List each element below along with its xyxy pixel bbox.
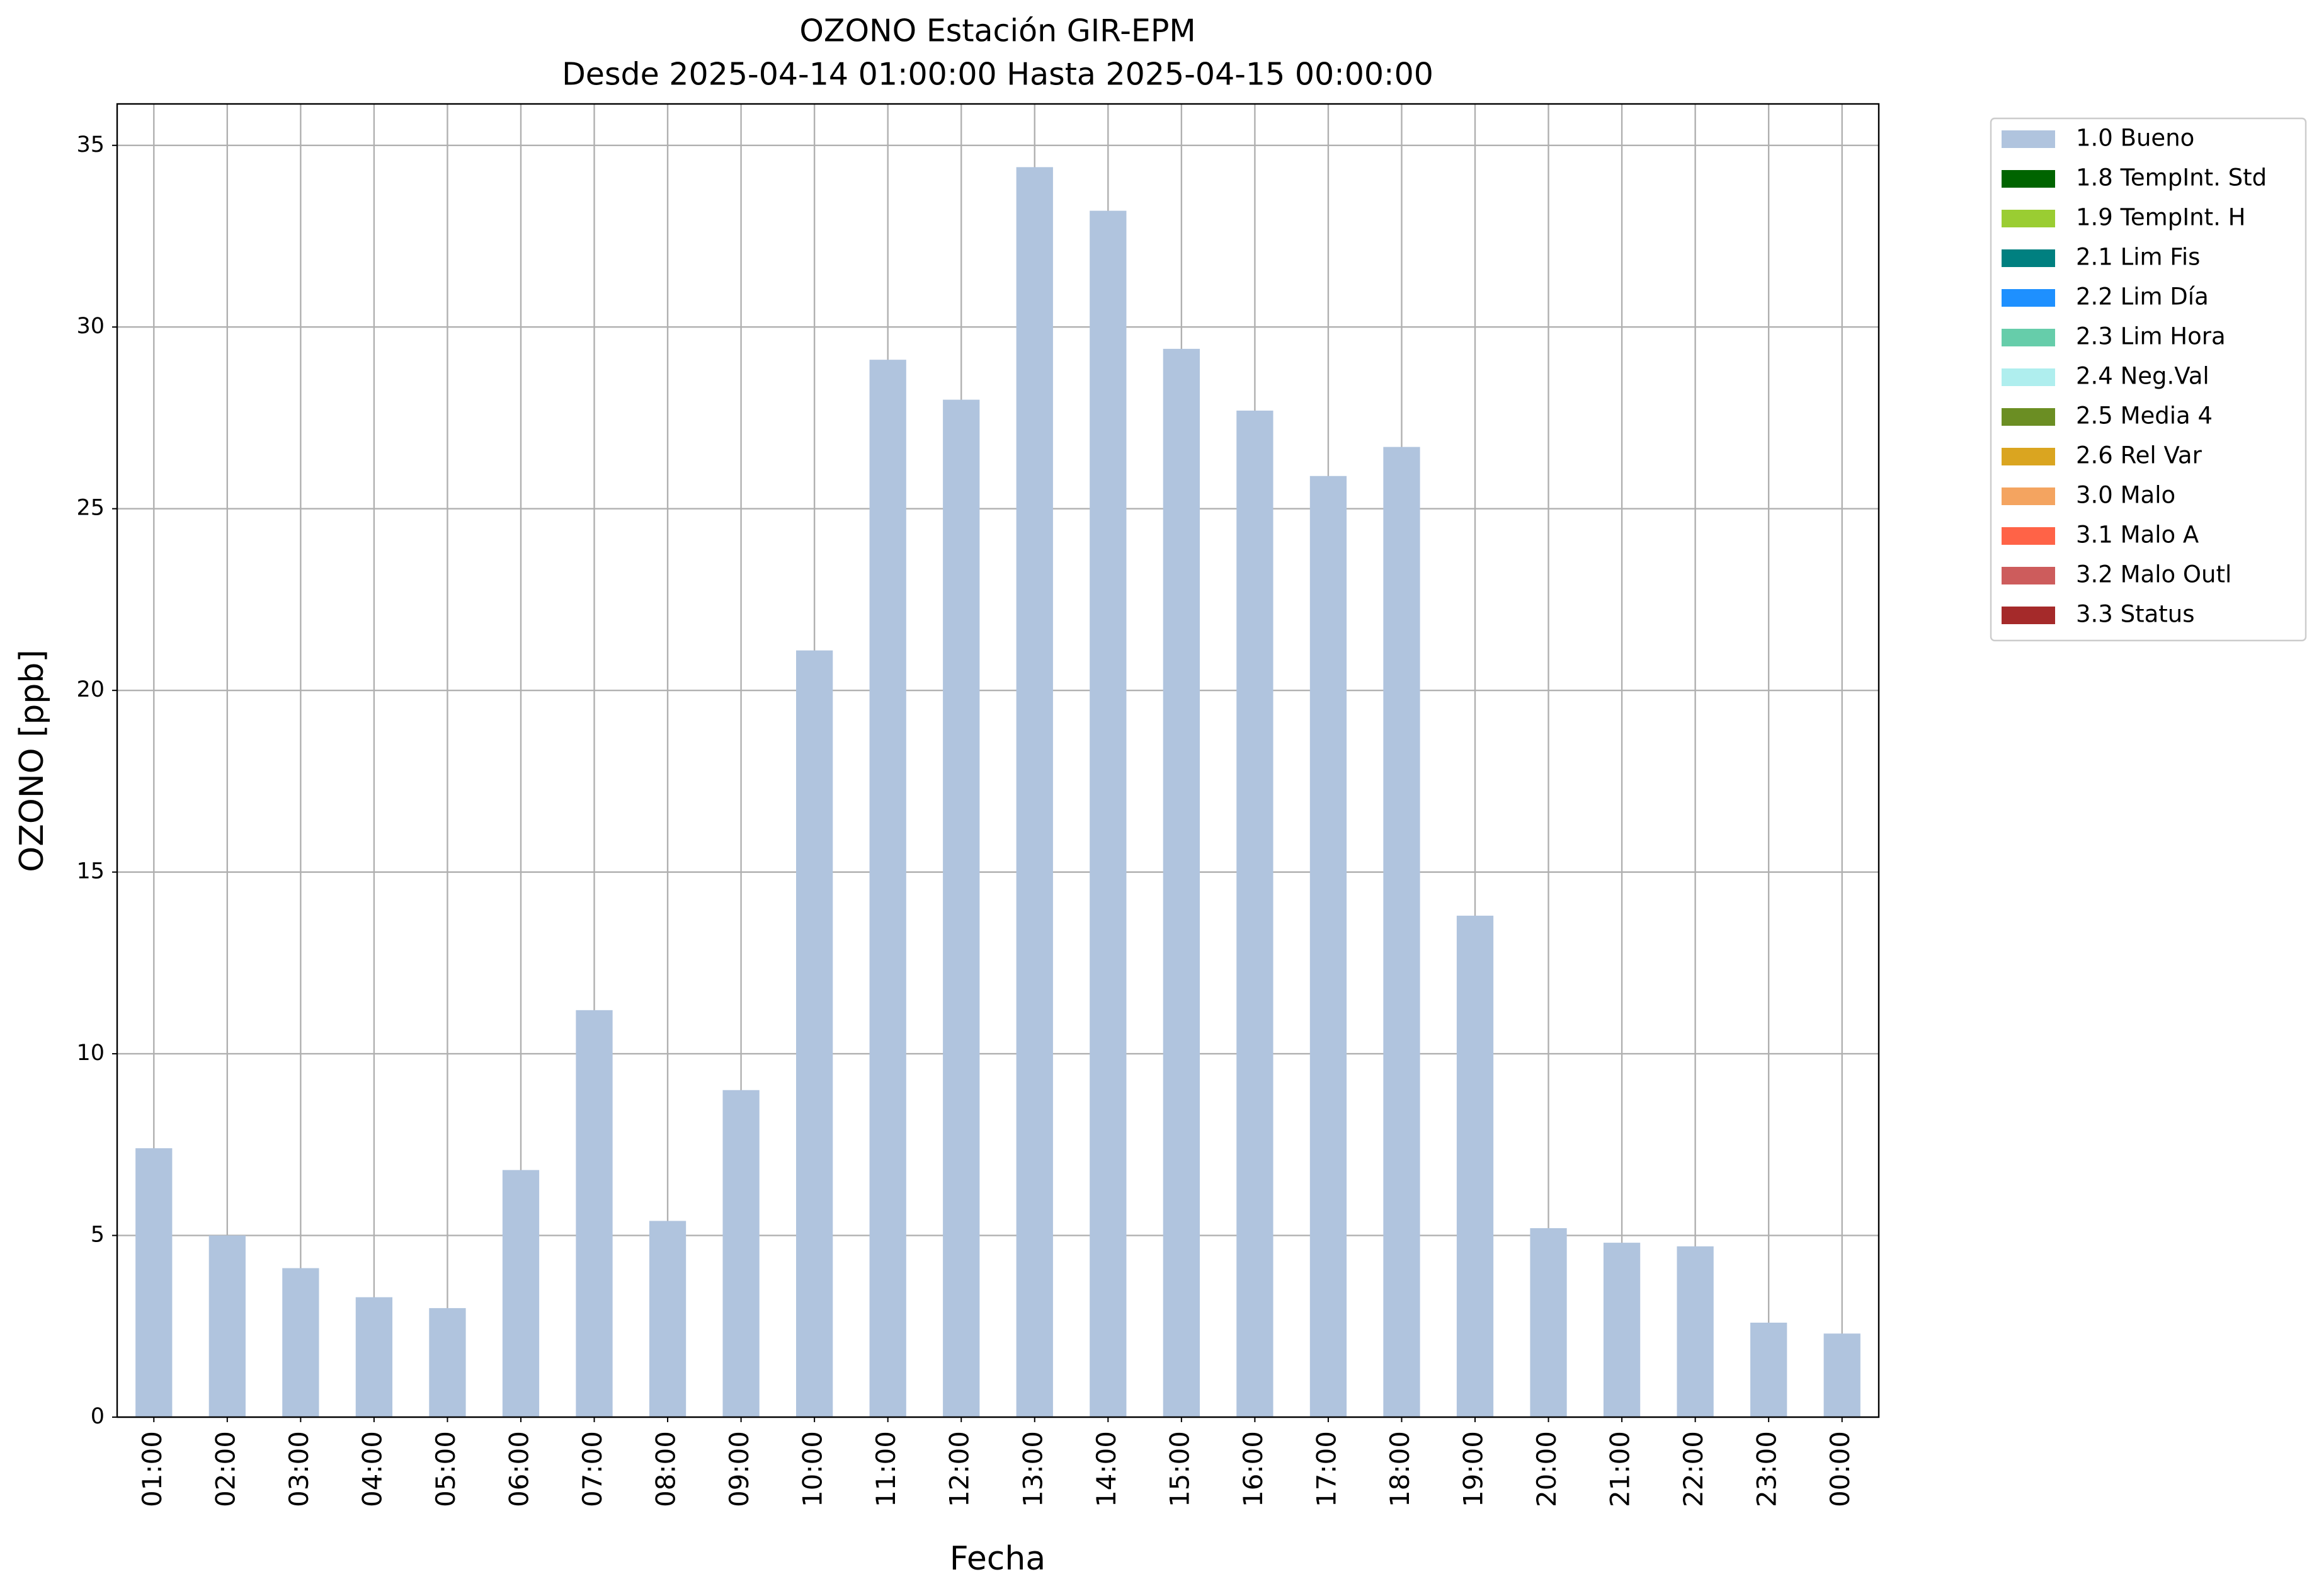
x-tick-label: 18:00 [1384, 1431, 1415, 1507]
bar [649, 1221, 687, 1417]
bar [1603, 1243, 1641, 1417]
x-axis-label: Fecha [950, 1540, 1046, 1578]
bar [429, 1308, 466, 1417]
bar [1383, 447, 1420, 1417]
legend-swatch [2002, 170, 2055, 188]
y-tick-label: 10 [76, 1040, 105, 1066]
bar [355, 1297, 393, 1417]
legend-label: 3.3 Status [2076, 601, 2195, 628]
x-tick-label: 01:00 [137, 1431, 168, 1507]
legend-swatch [2002, 567, 2055, 584]
bar [1090, 210, 1127, 1418]
y-tick-label: 5 [91, 1223, 105, 1248]
legend-swatch [2002, 607, 2055, 624]
legend-label: 2.1 Lim Fis [2076, 244, 2200, 271]
legend-label: 1.0 Bueno [2076, 125, 2194, 152]
legend-label: 3.1 Malo A [2076, 522, 2199, 549]
legend: 1.0 Bueno 1.8 TempInt. Std 1.9 TempInt. H 2… [1990, 117, 2307, 642]
bar [502, 1170, 540, 1417]
y-tick-label: 30 [76, 314, 105, 339]
bar [1016, 167, 1053, 1417]
legend-swatch [2002, 289, 2055, 307]
x-tick-label: 22:00 [1678, 1431, 1709, 1507]
x-tick-label: 10:00 [797, 1431, 828, 1507]
bar [943, 399, 980, 1417]
x-tick-label: 17:00 [1311, 1431, 1342, 1507]
legend-swatch [2002, 249, 2055, 267]
legend-label: 2.4 Neg.Val [2076, 363, 2209, 390]
y-tick-label: 25 [76, 496, 105, 521]
x-tick-label: 13:00 [1017, 1431, 1048, 1507]
x-tick-label: 11:00 [870, 1431, 901, 1507]
x-tick-label: 06:00 [503, 1431, 534, 1507]
x-tick-label: 00:00 [1825, 1431, 1855, 1507]
legend-label: 3.2 Malo Outl [2076, 561, 2231, 588]
bar [1163, 348, 1200, 1417]
bar [208, 1235, 246, 1417]
x-tick-label: 15:00 [1164, 1431, 1195, 1507]
y-axis-label: OZONO [ppb] [13, 649, 51, 872]
x-tick-label: 14:00 [1091, 1431, 1122, 1507]
bar [1677, 1246, 1714, 1417]
x-tick-label: 02:00 [210, 1431, 241, 1507]
legend-box [1990, 117, 2307, 642]
bar [576, 1010, 613, 1417]
legend-label: 3.0 Malo [2076, 482, 2175, 509]
x-tick-label: 21:00 [1605, 1431, 1636, 1507]
bar [1750, 1323, 1787, 1417]
legend-label: 2.2 Lim Día [2076, 283, 2209, 311]
legend-swatch [2002, 368, 2055, 386]
legend-swatch [2002, 210, 2055, 227]
legend-label: 1.8 TempInt. Std [2076, 164, 2267, 191]
x-tick-label: 20:00 [1531, 1431, 1562, 1507]
grid [117, 104, 1879, 1418]
y-tick-label: 15 [76, 859, 105, 884]
x-tick-label: 23:00 [1752, 1431, 1782, 1507]
bar [796, 650, 833, 1417]
bar [1309, 476, 1347, 1417]
bar [722, 1090, 760, 1417]
legend-swatch [2002, 329, 2055, 346]
bar [135, 1148, 173, 1417]
x-tick-label: 03:00 [283, 1431, 314, 1507]
legend-swatch [2002, 130, 2055, 148]
bar [1530, 1228, 1567, 1417]
legend-swatch [2002, 408, 2055, 426]
y-tick-label: 0 [91, 1404, 105, 1429]
x-tick-label: 12:00 [944, 1431, 975, 1507]
x-tick-label: 04:00 [356, 1431, 387, 1507]
legend-label: 2.5 Media 4 [2076, 402, 2213, 430]
bar [1823, 1333, 1860, 1417]
bar [1236, 410, 1273, 1417]
bar [869, 360, 906, 1418]
legend-swatch [2002, 487, 2055, 505]
bars [135, 167, 1860, 1418]
legend-label: 2.6 Rel Var [2076, 442, 2202, 469]
x-tick-label: 07:00 [577, 1431, 608, 1507]
legend-swatch [2002, 527, 2055, 545]
legend-swatch [2002, 448, 2055, 465]
bar [1456, 915, 1494, 1417]
x-tick-label: 08:00 [651, 1431, 681, 1507]
y-tick-label: 20 [76, 677, 105, 702]
x-tick-label: 05:00 [430, 1431, 461, 1507]
chart-title: OZONO Estación GIR-EPM [799, 13, 1195, 49]
bar [282, 1268, 319, 1417]
x-tick-label: 09:00 [724, 1431, 755, 1507]
chart-subtitle: Desde 2025-04-14 01:00:00 Hasta 2025-04-… [562, 57, 1433, 93]
legend-label: 1.9 TempInt. H [2076, 204, 2245, 231]
legend-label: 2.3 Lim Hora [2076, 323, 2226, 350]
x-tick-label: 16:00 [1238, 1431, 1268, 1507]
x-tick-label: 19:00 [1458, 1431, 1489, 1507]
plot-frame [116, 103, 1880, 1418]
y-tick-label: 35 [76, 132, 105, 157]
